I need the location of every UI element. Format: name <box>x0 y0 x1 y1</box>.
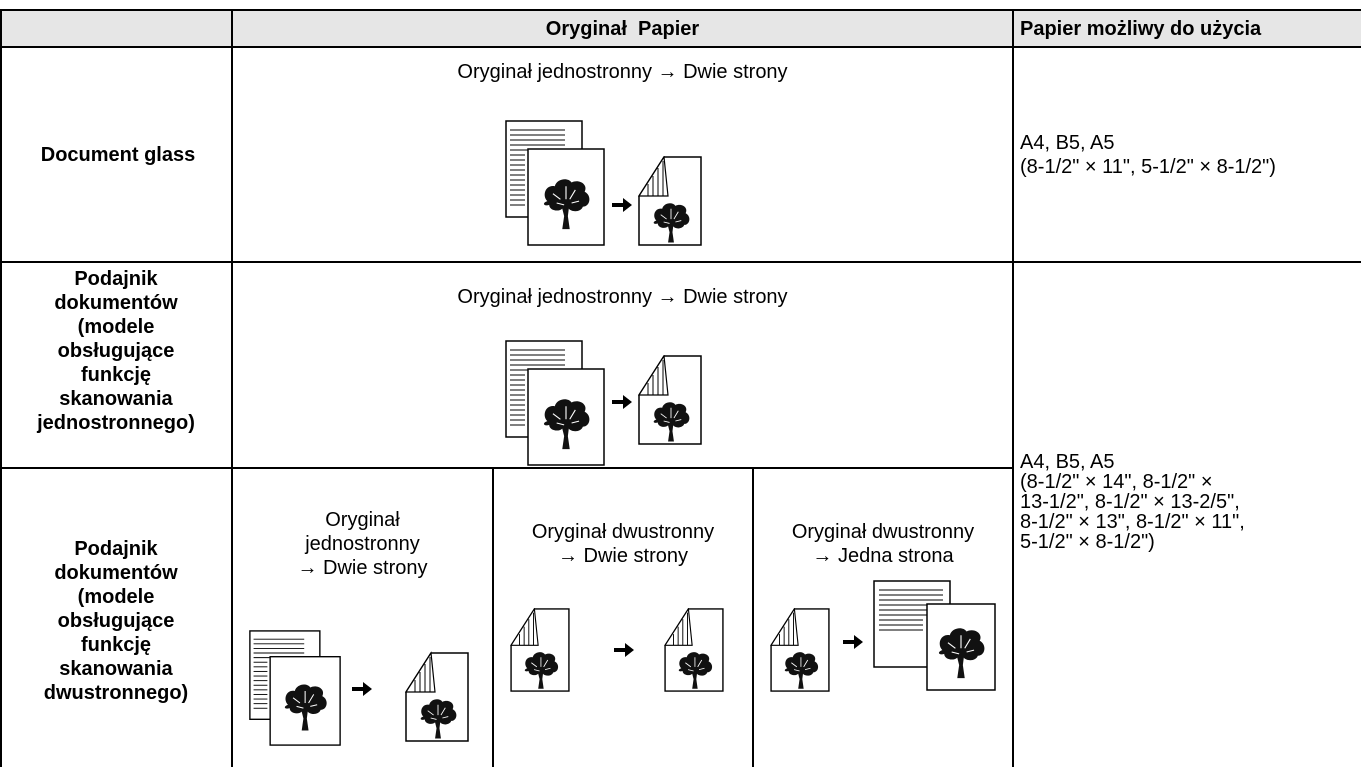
text-line: (8-1/2" × 14", 8-1/2" × <box>1020 471 1213 493</box>
text-line: (modele <box>77 586 155 608</box>
text-line: Oryginał dwustronny <box>531 521 715 543</box>
text-line: obsługujące <box>57 610 175 632</box>
row-label: Podajnik dokumentów (modele obsługujące funk… <box>0 267 232 435</box>
text-line: dokumentów <box>54 292 178 314</box>
text-line: A4, B5, A5 <box>1020 132 1115 154</box>
icon <box>873 580 997 692</box>
header-cell: Oryginał Papier <box>545 18 700 40</box>
icon <box>508 608 572 692</box>
header-bg <box>0 10 1361 47</box>
mode-text: Oryginał dwustronny → Dwie strony <box>493 520 753 568</box>
row-label: Podajnik dokumentów (modele obsługujące funk… <box>0 537 232 705</box>
text-line: → Jedna strona <box>812 545 954 567</box>
icon <box>768 608 832 692</box>
icon <box>505 120 605 246</box>
text-line: Podajnik <box>74 538 158 560</box>
text-line: Oryginał <box>325 509 400 531</box>
paper-text: A4, B5, A5 (8-1/2" × 14", 8-1/2" × 13-1/2"… <box>1020 452 1361 552</box>
text-line: dwustronnego) <box>43 682 189 704</box>
row-label: Document glass <box>4 143 232 167</box>
text-line: → Dwie strony <box>557 545 689 567</box>
icon <box>614 643 634 657</box>
text-line: dokumentów <box>54 562 178 584</box>
rule <box>0 9 1361 11</box>
text-line: 13-1/2", 8-1/2" × 13-2/5", <box>1020 491 1240 513</box>
icon <box>843 635 863 649</box>
mode-text: Oryginał jednostronny → Dwie strony <box>232 285 1013 309</box>
text-line: (8-1/2" × 11", 5-1/2" × 8-1/2") <box>1020 156 1276 178</box>
icon <box>612 198 632 212</box>
rule <box>0 467 1013 469</box>
icon <box>505 340 605 466</box>
text-line: funkcję <box>80 364 152 386</box>
rule <box>492 467 494 767</box>
icon <box>405 648 469 746</box>
rule <box>752 467 754 767</box>
text-line: jednostronnego) <box>37 412 195 434</box>
mode-text: Oryginał jednostronny → Dwie strony <box>232 508 493 580</box>
text-line: skanowania <box>59 388 173 410</box>
text-line: Document glass <box>40 144 196 166</box>
text-line: jednostronny <box>305 533 420 555</box>
icon <box>638 355 702 445</box>
icon <box>662 608 726 692</box>
icon <box>245 630 345 746</box>
mode-text: Oryginał dwustronny → Jedna strona <box>753 520 1013 568</box>
text-line: Oryginał jednostronny → Dwie strony <box>457 61 788 83</box>
header-cell: Papier możliwy do użycia <box>1020 18 1262 40</box>
icon <box>352 682 372 696</box>
icon <box>612 395 632 409</box>
text-line: skanowania <box>59 658 173 680</box>
text-line: (modele <box>77 316 155 338</box>
text-line: Podajnik <box>74 268 158 290</box>
text-line: Oryginał jednostronny → Dwie strony <box>457 286 788 308</box>
icon <box>638 156 702 246</box>
mode-text: Oryginał jednostronny → Dwie strony <box>232 60 1013 84</box>
text-line: → Dwie strony <box>297 557 428 579</box>
text-line: A4, B5, A5 <box>1020 451 1115 473</box>
rule <box>0 46 1361 48</box>
rule <box>0 9 2 767</box>
paper-text: A4, B5, A5 (8-1/2" × 11", 5-1/2" × 8-1/2"… <box>1020 131 1361 179</box>
rule <box>0 261 1361 263</box>
rule <box>1012 9 1014 767</box>
text-line: 8-1/2" × 13", 8-1/2" × 11", <box>1020 511 1245 533</box>
text-line: obsługujące <box>57 340 175 362</box>
text-line: 5-1/2" × 8-1/2") <box>1020 531 1155 553</box>
text-line: funkcję <box>80 634 152 656</box>
text-line: Oryginał dwustronny <box>791 521 975 543</box>
rule <box>231 9 233 767</box>
